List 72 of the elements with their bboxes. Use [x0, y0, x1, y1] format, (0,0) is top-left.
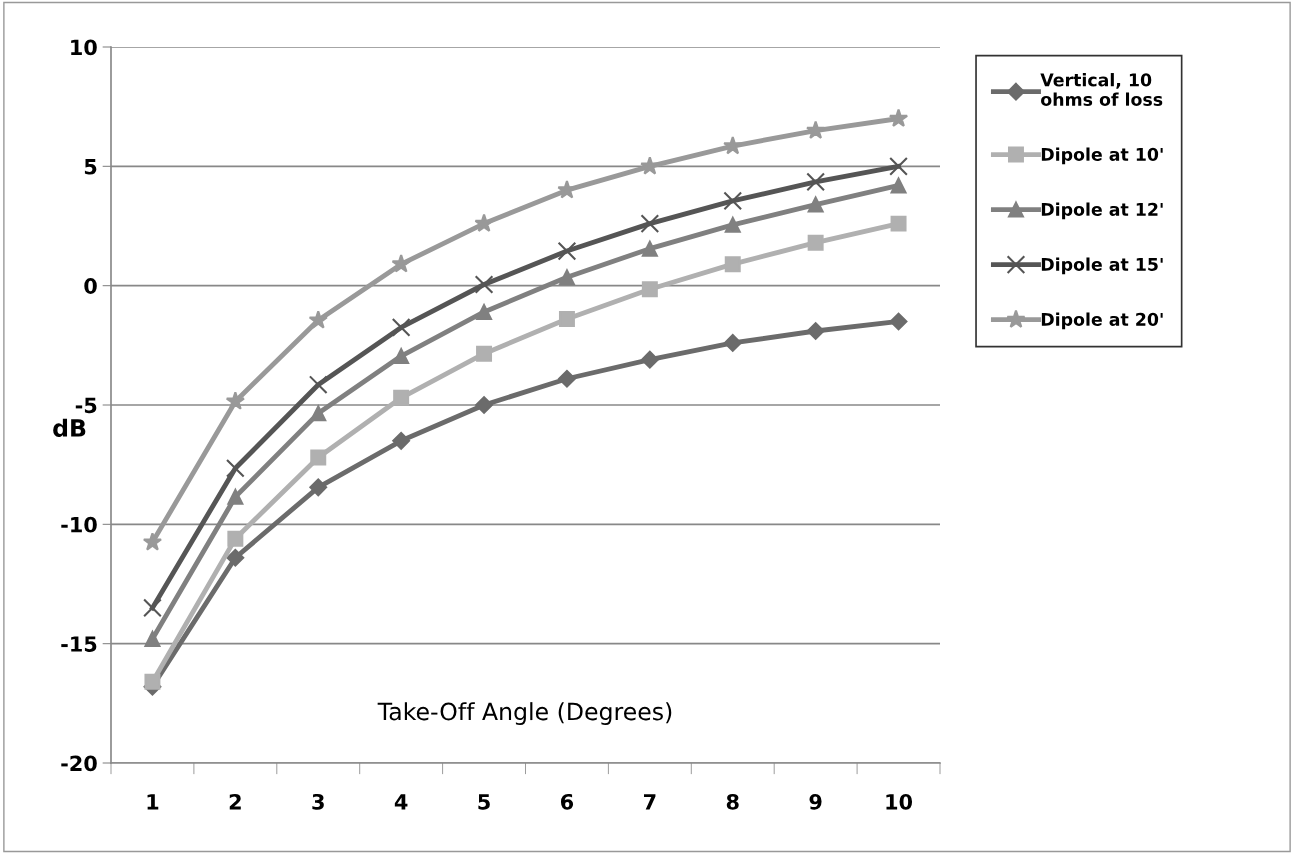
point: [392, 431, 411, 450]
point: [558, 369, 576, 388]
point: [474, 275, 494, 294]
point: [724, 216, 741, 233]
y-tick-label: 0: [84, 278, 97, 294]
point: [558, 311, 575, 328]
x-tick-label: 8: [726, 793, 739, 810]
point: [227, 488, 244, 505]
y-tick-label: -5: [75, 397, 97, 414]
point: [226, 548, 245, 567]
point: [890, 215, 907, 232]
point: [391, 318, 411, 337]
y-tick-label: -20: [61, 755, 97, 772]
y-tick-label: -10: [61, 516, 97, 533]
legend-label: Dipole at 10': [1041, 147, 1163, 165]
point: [475, 396, 493, 414]
point: [476, 303, 493, 320]
x-tick-label: 2: [229, 793, 241, 810]
x-tick-label: 7: [644, 794, 656, 810]
x-tick-label: 4: [394, 794, 408, 810]
point: [142, 532, 163, 551]
point: [889, 156, 908, 176]
point: [225, 391, 245, 410]
x-tick-label: 3: [312, 793, 324, 810]
point: [225, 458, 245, 478]
point: [476, 345, 493, 362]
x-tick-label: 6: [560, 793, 574, 810]
x-tick-label: 10: [886, 793, 913, 810]
point: [723, 334, 742, 352]
point: [393, 389, 410, 406]
point: [144, 673, 161, 690]
x-axis-title: Take-Off Angle (Degrees): [377, 702, 672, 725]
point: [393, 348, 410, 365]
x-tick-label: 9: [809, 793, 822, 810]
point: [806, 322, 825, 340]
point: [227, 530, 244, 547]
point: [641, 240, 658, 257]
point: [557, 180, 577, 199]
legend-label: Dipole at 15': [1041, 257, 1163, 275]
point: [723, 135, 743, 155]
point: [640, 214, 660, 233]
x-tick-label: 1: [147, 794, 159, 810]
point: [807, 234, 824, 251]
legend-label: Vertical, 10 ohms of loss: [1040, 73, 1163, 106]
point: [309, 478, 328, 497]
x-tick-label: 5: [478, 794, 490, 810]
y-tick-label: -15: [61, 636, 97, 652]
point: [558, 269, 575, 286]
y-tick-label: 5: [84, 159, 97, 175]
point: [308, 310, 328, 329]
point: [806, 172, 826, 192]
point: [474, 213, 494, 232]
y-axis-title: dB: [53, 418, 86, 437]
point: [807, 196, 824, 213]
point: [310, 449, 327, 466]
point: [889, 312, 908, 331]
point: [640, 350, 659, 369]
point: [144, 630, 161, 647]
point: [391, 254, 411, 273]
point: [641, 281, 658, 298]
point: [888, 108, 909, 127]
point: [640, 156, 660, 175]
point: [724, 256, 741, 273]
point: [557, 241, 577, 261]
point: [806, 120, 826, 139]
legend-label: Dipole at 12': [1041, 202, 1163, 220]
point: [723, 191, 743, 211]
point: [310, 405, 327, 422]
legend-label: Dipole at 20': [1041, 312, 1163, 330]
point: [890, 177, 907, 194]
y-tick-label: 10: [71, 39, 97, 56]
point: [143, 598, 162, 618]
